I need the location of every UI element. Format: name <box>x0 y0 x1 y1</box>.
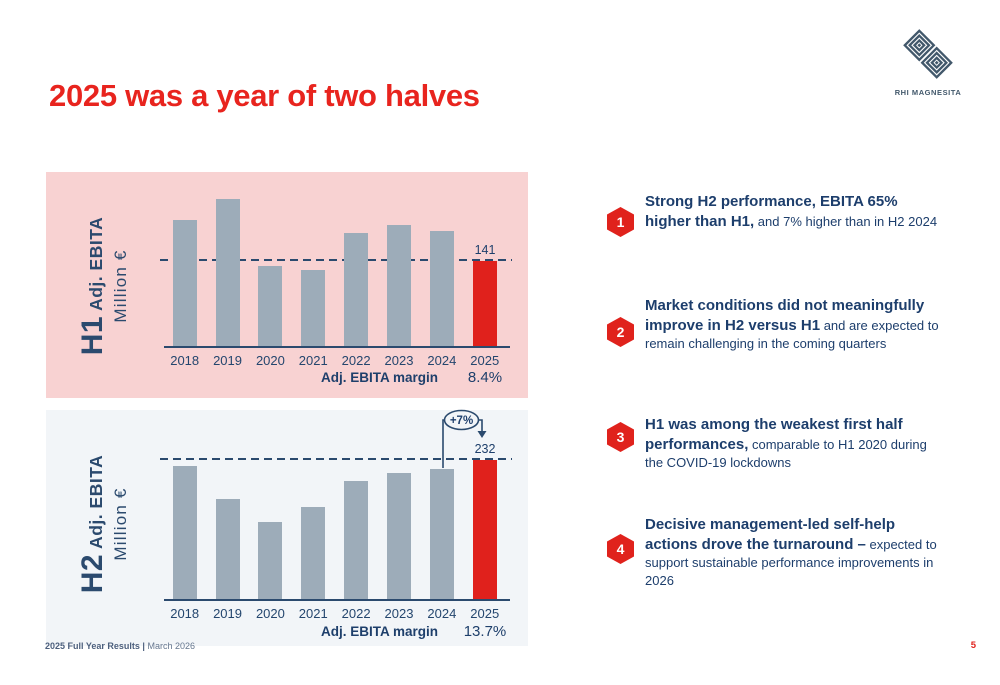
footer-separator: | <box>142 641 145 651</box>
h2-x-tick-2025: 2025 <box>470 606 500 621</box>
slide-title: 2025 was a year of two halves <box>49 78 480 113</box>
h2-bar-2018 <box>172 466 197 599</box>
point-4-bold: Decisive management-led self-help action… <box>645 516 896 553</box>
h2-ebita-chart-panel: H2 Adj. EBITA Million € 2018 2019 2020 2021 2… <box>46 409 528 646</box>
h1-x-tick-2019: 2019 <box>213 353 242 368</box>
plus7pct-annotation: +7% <box>442 409 487 468</box>
point-1-text: Strong H2 performance, EBITA 65% higher … <box>645 192 943 237</box>
footer: 2025 Full Year Results | March 2026 <box>45 641 195 651</box>
point-3-bold: H1 was among the weakest first half perf… <box>645 416 903 453</box>
point-3-badge: 3 <box>607 422 634 452</box>
h1-bar-2021 <box>301 270 326 346</box>
h1-unit-label: Million € <box>111 249 130 323</box>
company-logo: RHI MAGNESITA <box>880 28 976 97</box>
h1-x-tick-2020: 2020 <box>255 353 285 368</box>
h1-x-tick-2022: 2022 <box>341 353 371 368</box>
h2-unit-label: Million € <box>111 487 130 561</box>
h1-x-axis-line <box>164 346 510 348</box>
diamond-logo-icon <box>903 29 953 79</box>
point-2-regular: and are expected to remain challenging i… <box>645 317 939 352</box>
h2-bar-2022 <box>344 481 369 599</box>
point-4-text: Decisive management-led self-help action… <box>645 515 943 590</box>
h1-bar-2025 <box>472 261 497 346</box>
h1-x-tick-2023: 2023 <box>384 353 414 368</box>
point-3-regular: comparable to H1 2020 during the COVID-1… <box>645 436 927 471</box>
point-2: 2 Market conditions did not meaningfully… <box>607 296 943 353</box>
h2-x-tick-2021: 2021 <box>298 606 328 621</box>
h2-bar-2024 <box>429 469 454 599</box>
point-3: 3 H1 was among the weakest first half pe… <box>607 415 943 472</box>
h2-bar-2019 <box>215 499 240 599</box>
h1-bar-2022 <box>344 233 369 346</box>
h1-half-label: H1 <box>76 315 109 356</box>
h2-y-axis-label: H2 Adj. EBITA Million € <box>76 446 131 602</box>
page-number: 5 <box>970 640 976 651</box>
h1-axis-title: H1 Adj. EBITA <box>76 208 110 364</box>
h1-metric-label: Adj. EBITA <box>86 216 106 311</box>
h1-bar-2024 <box>429 231 454 346</box>
footer-doc-title: 2025 Full Year Results <box>45 641 140 651</box>
h1-bar-2018 <box>172 220 197 346</box>
h1-y-axis-label: H1 Adj. EBITA Million € <box>76 208 131 364</box>
h2-margin-label: Adj. EBITA margin <box>320 624 438 639</box>
footer-date: March 2026 <box>147 641 195 651</box>
point-2-bold: Market conditions did not meaningfully i… <box>645 297 925 334</box>
annotation-text: +7% <box>450 415 473 427</box>
h2-x-tick-2020: 2020 <box>255 606 285 621</box>
brand-name: RHI MAGNESITA <box>894 88 962 97</box>
h1-ebita-chart-panel: H1 Adj. EBITA Million € 2018 2019 2020 2021 2… <box>46 172 528 398</box>
h2-margin-value: 13.7% <box>463 623 507 640</box>
h2-bar-2020 <box>258 522 283 599</box>
h1-bar-2023 <box>387 225 411 346</box>
h2-x-axis-line <box>164 599 510 601</box>
h2-half-label: H2 <box>76 553 109 594</box>
point-1-regular: and 7% higher than in H2 2024 <box>754 213 938 229</box>
point-3-text: H1 was among the weakest first half perf… <box>645 415 943 472</box>
h1-x-tick-2024: 2024 <box>427 353 457 368</box>
h2-x-tick-2022: 2022 <box>341 606 371 621</box>
h2-bar-2025 <box>472 460 497 599</box>
h2-x-tick-2019: 2019 <box>213 606 242 621</box>
point-1-badge: 1 <box>607 207 634 237</box>
h2-x-tick-2024: 2024 <box>427 606 457 621</box>
h1-x-tick-2021: 2021 <box>298 353 328 368</box>
h1-x-tick-2025: 2025 <box>470 353 500 368</box>
h1-bar-2020 <box>258 266 283 346</box>
point-2-text: Market conditions did not meaningfully i… <box>645 296 943 353</box>
h2-metric-label: Adj. EBITA <box>86 454 106 549</box>
h1-margin-value: 8.4% <box>467 369 503 386</box>
h2-x-tick-2018: 2018 <box>170 606 200 621</box>
h1-highlight-value-label: 141 <box>474 243 496 257</box>
h1-margin-label: Adj. EBITA margin <box>320 370 438 385</box>
point-1: 1 Strong H2 performance, EBITA 65% highe… <box>607 192 943 237</box>
h2-x-tick-2023: 2023 <box>384 606 414 621</box>
h1-reference-dashed-line <box>160 259 512 261</box>
h2-bar-2021 <box>301 507 326 599</box>
point-4: 4 Decisive management-led self-help acti… <box>607 515 943 590</box>
point-4-badge: 4 <box>607 534 634 564</box>
h2-axis-title: H2 Adj. EBITA <box>76 446 110 602</box>
h1-x-tick-2018: 2018 <box>170 353 200 368</box>
h2-highlight-value-label: 232 <box>474 442 496 456</box>
point-4-regular: expected to support sustainable performa… <box>645 536 937 589</box>
arrow-down-icon <box>477 431 487 438</box>
point-2-badge: 2 <box>607 317 634 347</box>
h2-bar-2023 <box>387 473 411 599</box>
point-1-bold: Strong H2 performance, EBITA 65% higher … <box>645 193 898 230</box>
h2-reference-dashed-line <box>160 458 512 460</box>
h1-bar-2019 <box>215 199 240 346</box>
